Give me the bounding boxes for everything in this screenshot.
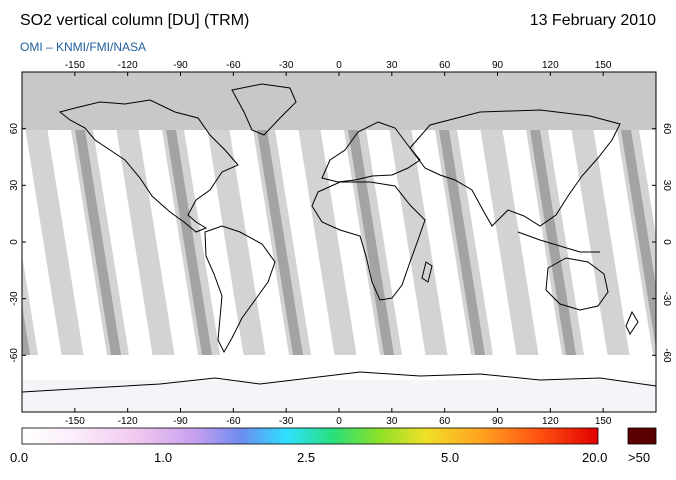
page-title: SO2 vertical column [DU] (TRM) [20, 12, 250, 29]
coast-australia [545, 257, 609, 311]
lon-label-top: 60 [439, 60, 451, 71]
colorbar-label-2: 2.5 [297, 450, 316, 465]
swath-center [22, 305, 30, 355]
lon-label-bottom: 60 [439, 416, 451, 427]
swath-center [530, 130, 576, 355]
lat-label-right: -60 [661, 348, 672, 363]
coast-antarctica [22, 371, 656, 393]
colorbar-label-4: 20.0 [582, 450, 608, 465]
no-data-south [22, 380, 656, 412]
lat-label-right: -30 [661, 291, 672, 306]
colorbar-label-0: 0.0 [10, 450, 29, 465]
colorbar-label-3: 5.0 [441, 450, 460, 465]
coast-new-zealand [625, 310, 639, 335]
lat-label-left: 0 [9, 239, 20, 245]
coast-madagascar [421, 261, 433, 283]
lon-label-top: 120 [542, 60, 559, 71]
lat-label-left: -30 [9, 291, 20, 306]
lon-label-top: 0 [336, 60, 342, 71]
coast-south-america [204, 225, 276, 354]
coast-indonesia [517, 231, 600, 253]
lon-label-top: -150 [65, 60, 85, 71]
swath-center [166, 130, 212, 355]
credit-label: OMI – KNMI/FMI/NASA [20, 40, 147, 54]
swath-center [575, 130, 622, 355]
lon-label-bottom: -120 [118, 416, 138, 427]
coast-asia [409, 109, 621, 227]
orbit-swaths [22, 130, 656, 355]
lon-label-bottom: -60 [226, 416, 241, 427]
lat-label-left: -60 [9, 348, 20, 363]
lat-label-left: 60 [9, 123, 20, 135]
lon-label-top: -90 [173, 60, 188, 71]
lat-label-right: 60 [661, 123, 672, 135]
coast-greenland [231, 83, 297, 136]
swath-center [484, 130, 531, 355]
lon-label-top: 150 [595, 60, 612, 71]
swath-center [257, 130, 303, 355]
lon-label-bottom: 90 [492, 416, 504, 427]
colorbar-overflow [627, 427, 657, 445]
lat-label-right: 30 [661, 180, 672, 192]
lon-label-bottom: 30 [386, 416, 398, 427]
swath-center [621, 130, 656, 349]
swath-center [393, 130, 440, 355]
swath-center [302, 130, 349, 355]
lon-label-bottom: 0 [336, 416, 342, 427]
lat-label-right: 0 [661, 239, 672, 245]
lon-label-bottom: -90 [173, 416, 188, 427]
swath-band [617, 130, 656, 355]
lon-label-top: -120 [118, 60, 138, 71]
lon-label-bottom: 150 [595, 416, 612, 427]
colorbar-label-1: 1.0 [154, 450, 173, 465]
coast-africa [311, 181, 426, 301]
swath-center [120, 130, 167, 355]
lon-label-top: 90 [492, 60, 504, 71]
coast-north-america [58, 99, 239, 233]
colorbar-overflow-label: >50 [628, 450, 651, 465]
colorbar [21, 427, 599, 445]
swath-center [211, 130, 258, 355]
lon-label-top: 30 [386, 60, 398, 71]
lat-label-left: 30 [9, 179, 20, 191]
no-data-north [22, 72, 656, 130]
map-axes: -150 -150 -120 -120 -90 -90 -60 -60 -30 -30 0 0 30 30… [9, 60, 672, 427]
lon-label-top: -60 [226, 60, 241, 71]
swath-center [29, 130, 76, 355]
swath-center [75, 130, 121, 355]
lon-label-top: -30 [279, 60, 294, 71]
coastlines [22, 83, 656, 393]
lon-label-bottom: 120 [542, 416, 559, 427]
lon-label-bottom: -150 [65, 416, 85, 427]
date-label: 13 February 2010 [529, 12, 656, 29]
lon-label-bottom: -30 [279, 416, 294, 427]
swath-center [439, 130, 485, 355]
swath-center [348, 130, 394, 355]
